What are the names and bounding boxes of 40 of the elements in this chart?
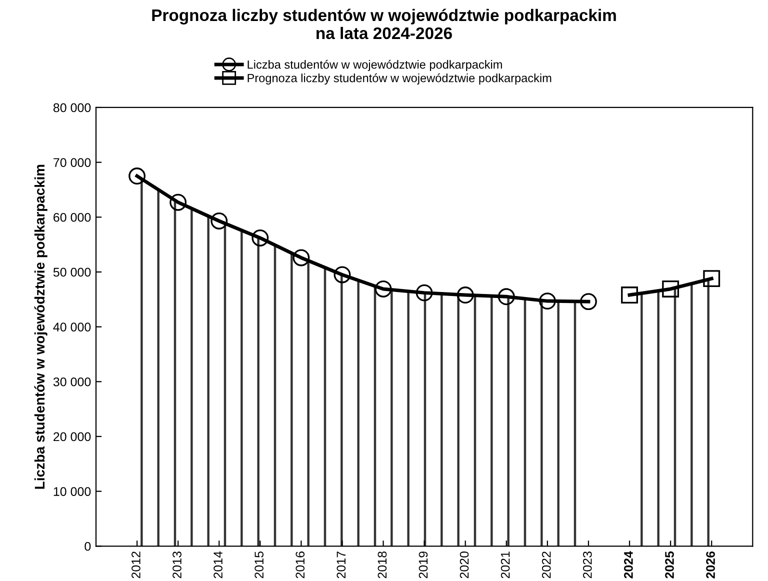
x-tick-label: 2014 [214, 551, 222, 578]
point [416, 284, 433, 302]
y-tick-label: 50 000 [53, 268, 91, 277]
x-tick-label: 2015 [254, 552, 264, 578]
x-tick-label: 2026 [706, 551, 715, 578]
point [538, 292, 556, 310]
x-tick-label: 2012 [132, 552, 140, 578]
x-tick-label: 2024 [624, 551, 633, 578]
point [498, 288, 515, 306]
point [374, 280, 392, 298]
x-tick-label: 2013 [172, 552, 182, 578]
y-tick-label: 10 000 [54, 487, 91, 496]
x-tick-label: 2019 [418, 552, 428, 578]
y-tick-label: 60 000 [54, 212, 91, 222]
x-tick-label: 2020 [460, 551, 469, 578]
point [252, 230, 269, 246]
x-tick-label: 2022 [542, 552, 551, 578]
y-tick-label: 30 000 [53, 377, 91, 386]
x-tick-label: 2023 [582, 552, 592, 578]
x-tick-label: 2025 [665, 551, 674, 578]
y-axis-title: Liczba studentów w województwie podkarpackim [34, 164, 48, 489]
chart-title: Prognoza liczby studentów w województwie podkarpackim na lata 2024-2026 [152, 8, 616, 40]
point [334, 266, 351, 284]
point [210, 212, 228, 230]
x-tick-label: 2016 [296, 552, 305, 578]
point [580, 293, 597, 310]
y-tick-label: 0 [84, 542, 91, 551]
point [170, 194, 187, 211]
point [456, 286, 474, 304]
y-tick-label: 80 000 [53, 103, 91, 112]
legend-label: Prognoza liczby studentów w województwie podkarpackim [248, 73, 552, 85]
x-tick-label: 2018 [378, 552, 387, 578]
x-tick-label: 2017 [336, 552, 346, 578]
point [128, 168, 146, 184]
y-tick-label: 70 000 [54, 158, 91, 167]
y-tick-label: 20 000 [54, 432, 91, 442]
y-tick-label: 40 000 [53, 322, 91, 332]
x-tick-label: 2021 [500, 552, 510, 578]
point [292, 249, 310, 266]
legend-label: Liczba studentów w województwie podkarpackim [248, 60, 502, 72]
